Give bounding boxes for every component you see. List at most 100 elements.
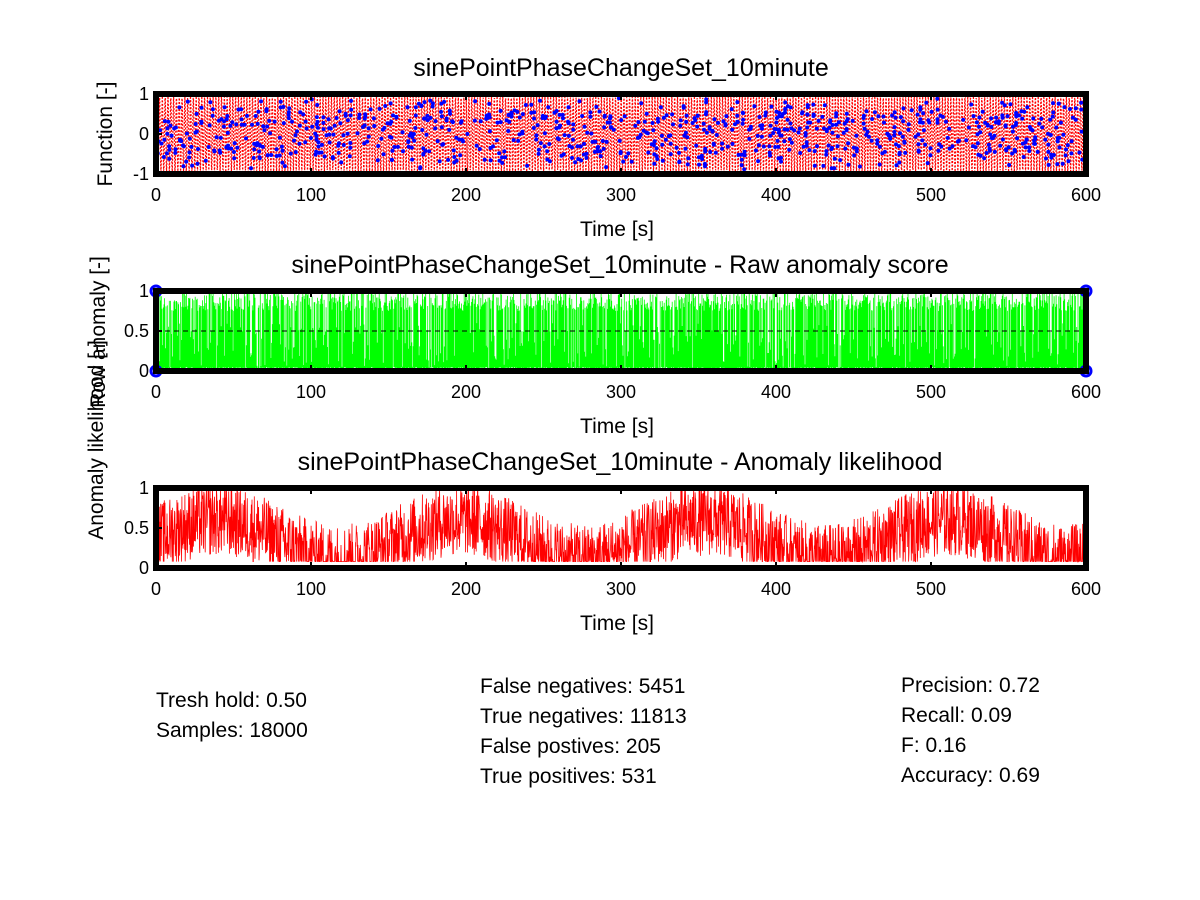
anomaly-point [683,146,688,151]
anomaly-point [484,116,489,121]
anomaly-point [288,151,293,156]
anomaly-point [520,131,525,136]
anomaly-point [920,120,925,125]
anomaly-point [961,117,966,122]
anomaly-point [536,151,541,156]
anomaly-point [571,137,575,142]
anomaly-point [249,166,253,171]
anomaly-point [596,145,601,149]
anomaly-point [804,143,809,148]
anomaly-point [187,136,192,141]
anomaly-point [838,158,843,163]
anomaly-point [406,140,411,144]
anomaly-point [828,118,833,123]
chart-title-raw-anomaly: sinePointPhaseChangeSet_10minute - Raw a… [291,251,948,279]
x-tick-label: 600 [1071,382,1101,402]
anomaly-point [864,109,869,114]
anomaly-point [164,151,169,156]
anomaly-point [921,111,926,116]
anomaly-point [214,135,219,140]
anomaly-point [924,100,929,105]
anomaly-point [822,103,827,108]
anomaly-point [736,152,741,157]
anomaly-point [916,149,921,154]
anomaly-point [1049,155,1054,160]
anomaly-point [763,110,768,115]
anomaly-point [975,132,980,137]
anomaly-point [703,148,708,153]
anomaly-point [897,152,902,157]
anomaly-point [282,164,287,169]
anomaly-point [992,149,997,154]
anomaly-point [773,145,778,149]
anomaly-point [422,116,427,121]
anomaly-point [980,109,985,114]
anomaly-point [412,138,417,143]
anomaly-point [850,118,855,123]
anomaly-point [584,155,589,160]
anomaly-point [777,110,782,115]
x-tick-label: 400 [761,185,791,205]
y-tick-label: 0 [139,124,149,144]
anomaly-point [678,118,683,123]
anomaly-point [1031,116,1036,121]
anomaly-point [702,127,706,132]
anomaly-point [898,131,902,136]
anomaly-point [988,132,993,137]
anomaly-point [1020,116,1025,121]
y-ticks-likelihood: 00.51 [124,478,162,578]
anomaly-point [845,117,850,122]
anomaly-point [181,164,186,169]
anomaly-point [989,125,994,129]
anomaly-point [529,102,534,107]
anomaly-point [1013,123,1018,127]
anomaly-point [898,115,903,120]
anomaly-point [287,106,292,111]
anomaly-point [199,105,204,110]
anomaly-point [900,134,905,139]
anomaly-point [1073,117,1078,122]
anomaly-point [562,133,567,138]
stat-true-positives: True positives: 531 [480,765,657,788]
x-tick-label: 400 [761,579,791,599]
anomaly-point [906,122,911,127]
anomaly-point [280,160,285,165]
anomaly-point [437,159,442,164]
anomaly-point [974,120,979,125]
anomaly-point [495,120,500,125]
anomaly-point [602,125,607,130]
stat-threshold: Tresh hold: 0.50 [156,689,307,712]
anomaly-point [286,116,291,121]
anomaly-point [861,121,866,126]
anomaly-point [585,130,590,135]
anomaly-point [400,130,405,135]
anomaly-point [580,114,585,118]
anomaly-point [966,125,971,130]
anomaly-point [208,100,213,105]
anomaly-point [439,114,444,119]
anomaly-point [896,144,901,149]
anomaly-point [844,127,849,131]
anomaly-point [245,113,249,118]
anomaly-point [742,167,747,172]
stat-false-negatives: False negatives: 5451 [480,675,686,698]
anomaly-point [754,148,758,153]
anomaly-point [461,139,465,144]
anomaly-point [357,116,362,120]
anomaly-point [651,128,656,133]
anomaly-point [487,129,492,134]
anomaly-point [708,150,713,154]
anomaly-point [594,104,599,109]
anomaly-point [875,138,880,143]
anomaly-point [173,150,178,155]
anomaly-point [185,131,189,136]
anomaly-point [1062,105,1067,110]
anomaly-point [624,155,628,159]
anomaly-point [547,142,552,146]
anomaly-point [935,107,940,112]
anomaly-point [224,117,229,122]
anomaly-point [277,153,282,158]
anomaly-point [804,140,809,145]
anomaly-point [913,134,918,139]
anomaly-point [1002,103,1007,108]
